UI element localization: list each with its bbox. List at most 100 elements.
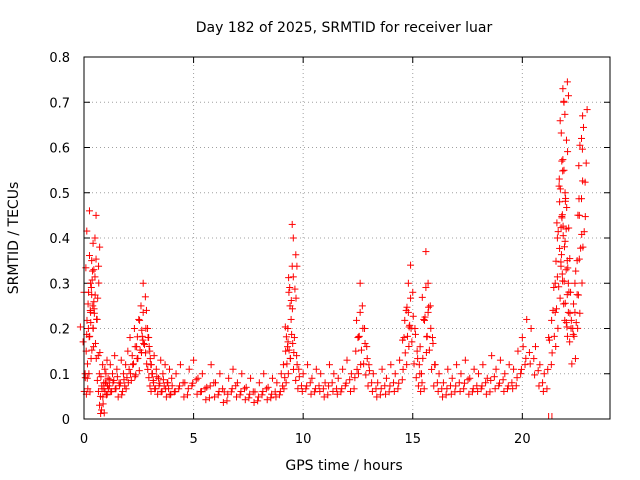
data-point	[567, 288, 575, 296]
data-point	[558, 270, 566, 278]
data-point	[496, 379, 504, 387]
data-point	[284, 370, 292, 378]
data-point	[505, 361, 513, 369]
data-points	[76, 78, 591, 419]
data-point	[406, 321, 414, 329]
data-point	[422, 248, 430, 256]
data-point	[566, 309, 574, 317]
data-point	[478, 382, 486, 390]
data-point	[358, 302, 366, 310]
data-point	[365, 361, 373, 369]
data-point	[356, 308, 364, 316]
data-point	[540, 370, 548, 378]
data-point	[509, 385, 517, 393]
data-point	[448, 374, 456, 382]
data-point	[499, 376, 507, 384]
data-point	[260, 370, 268, 378]
data-point	[233, 379, 241, 387]
data-point	[561, 189, 569, 197]
data-point	[129, 361, 137, 369]
data-point	[442, 391, 450, 399]
data-point	[281, 374, 289, 382]
data-point	[241, 396, 249, 404]
data-point	[139, 279, 147, 287]
data-point	[550, 332, 558, 340]
data-point	[568, 360, 576, 368]
data-point	[574, 324, 582, 332]
data-point	[145, 374, 153, 382]
data-point	[172, 370, 180, 378]
data-point	[89, 302, 97, 310]
data-point	[320, 393, 328, 401]
data-point	[136, 346, 144, 354]
data-point	[156, 379, 164, 387]
data-point	[399, 365, 407, 373]
data-point	[304, 361, 312, 369]
data-point	[143, 360, 151, 368]
data-point	[101, 365, 109, 373]
data-point	[140, 339, 148, 347]
data-point	[368, 379, 376, 387]
data-point	[407, 294, 415, 302]
data-point	[214, 391, 222, 399]
data-point	[96, 401, 104, 409]
data-point	[245, 394, 253, 402]
data-point	[167, 390, 175, 398]
data-point	[219, 398, 227, 406]
data-point	[482, 390, 490, 398]
data-point	[557, 129, 565, 137]
data-point	[543, 385, 551, 393]
data-point	[517, 370, 525, 378]
data-point	[390, 387, 398, 395]
data-point	[121, 382, 129, 390]
data-point	[551, 308, 559, 316]
data-point	[555, 283, 563, 291]
data-point	[539, 387, 547, 395]
data-point	[557, 251, 565, 259]
data-point	[126, 334, 134, 342]
y-tick-label: 0.6	[49, 142, 70, 157]
data-point	[426, 302, 434, 310]
data-point	[501, 370, 509, 378]
data-point	[263, 396, 271, 404]
data-point	[293, 352, 301, 360]
data-point	[293, 361, 301, 369]
x-tick-label: 10	[295, 432, 312, 447]
data-point	[202, 396, 210, 404]
data-point	[405, 342, 413, 350]
data-point	[577, 244, 585, 252]
data-point	[517, 365, 525, 373]
data-point	[575, 195, 583, 203]
data-point	[165, 385, 173, 393]
data-point	[255, 379, 263, 387]
data-point	[558, 157, 566, 165]
data-point	[99, 400, 107, 408]
data-point	[168, 382, 176, 390]
data-point	[90, 343, 98, 351]
data-point	[574, 291, 582, 299]
data-point	[554, 228, 562, 236]
data-point	[161, 361, 169, 369]
y-tick-label: 0.5	[49, 187, 70, 202]
data-point	[277, 370, 285, 378]
data-point	[422, 284, 430, 292]
data-point	[346, 387, 354, 395]
data-point	[353, 316, 361, 324]
data-point	[581, 213, 589, 221]
data-point	[435, 370, 443, 378]
data-point	[564, 264, 572, 272]
data-point	[184, 385, 192, 393]
data-point	[193, 390, 201, 398]
data-point	[201, 385, 209, 393]
data-point	[352, 347, 360, 355]
data-point	[564, 279, 572, 287]
data-point	[337, 388, 345, 396]
data-point	[395, 379, 403, 387]
data-point	[512, 382, 520, 390]
data-point	[140, 341, 148, 349]
data-point	[315, 382, 323, 390]
data-point	[576, 309, 584, 317]
y-tick-label: 0.8	[49, 51, 70, 66]
data-point	[339, 365, 347, 373]
data-point	[419, 354, 427, 362]
